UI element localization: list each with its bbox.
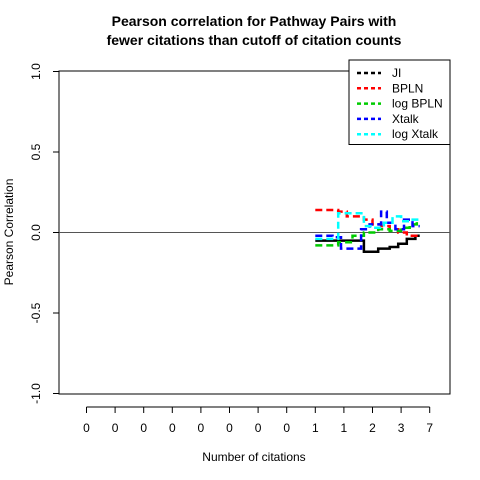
x-tick-label: 1	[341, 421, 348, 435]
chart-title-line-2: fewer citations than cutoff of citation …	[107, 32, 402, 48]
legend-label: Xtalk	[392, 112, 420, 126]
series-line-log-bpln	[315, 219, 420, 247]
x-axis-label: Number of citations	[202, 450, 305, 464]
y-axis: -1.0 -0.5 0.0 0.5 1.0	[29, 63, 60, 404]
y-tick-label: 0.5	[29, 143, 43, 160]
x-tick-label: 3	[398, 421, 405, 435]
series-line-log-xtalk	[315, 211, 420, 241]
x-axis: 0 0 0 0 0 0 0 0 1 1 2 3 7	[83, 406, 433, 435]
plot-area	[58, 70, 451, 395]
x-tick-label: 7	[426, 421, 433, 435]
series-line-ji	[315, 234, 420, 254]
chart-title-line-1: Pearson correlation for Pathway Pairs wi…	[112, 13, 397, 29]
y-tick-label: -0.5	[29, 302, 43, 323]
x-tick-label: 0	[198, 421, 205, 435]
x-tick-label: 0	[83, 421, 90, 435]
legend-label: JI	[392, 66, 401, 80]
x-tick-label: 0	[283, 421, 290, 435]
x-tick-label: 0	[140, 421, 147, 435]
x-tick-label: 0	[226, 421, 233, 435]
x-tick-label: 0	[255, 421, 262, 435]
x-tick-label: 2	[369, 421, 376, 435]
series-line-bpln	[315, 208, 420, 237]
x-tick-label: 0	[112, 421, 119, 435]
y-tick-label: 1.0	[29, 63, 43, 80]
y-tick-label: 0.0	[29, 224, 43, 241]
x-tick-label: 1	[312, 421, 319, 435]
legend-label: log Xtalk	[392, 127, 439, 141]
x-tick-label: 0	[169, 421, 176, 435]
y-tick-label: -1.0	[29, 383, 43, 404]
legend-label: log BPLN	[392, 97, 443, 111]
legend-label: BPLN	[392, 81, 423, 95]
y-axis-label: Pearson Correlation	[2, 179, 16, 286]
